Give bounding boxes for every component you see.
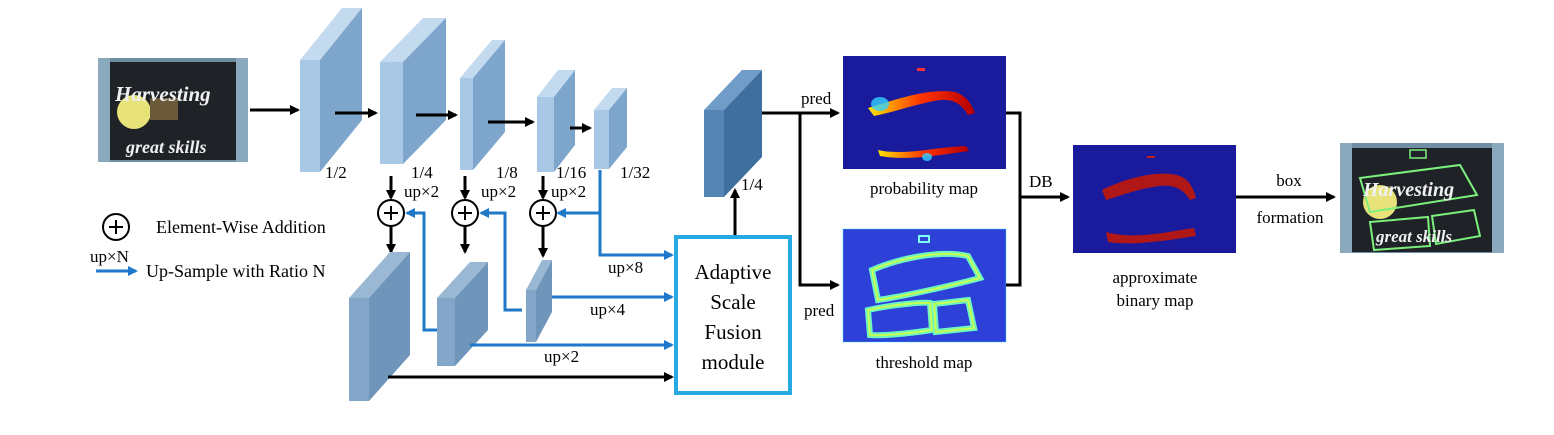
threshold-map-label: threshold map: [876, 353, 973, 372]
legend-upsample-label: Up-Sample with Ratio N: [146, 261, 325, 281]
fusion-module-line-2: Scale: [710, 290, 755, 314]
add-node-1: [377, 199, 405, 227]
threshold-map-image: [842, 228, 1007, 343]
fused-feature-map: [704, 70, 762, 197]
fusion-module-line-1: Adaptive: [695, 260, 772, 284]
output-image-word-2: great skills: [1375, 227, 1452, 246]
input-image-word-2: great skills: [125, 137, 207, 157]
scale-label-1-16: 1/16: [556, 163, 586, 182]
input-image: Harvesting great skills: [98, 58, 248, 162]
fusion-input-label-x8: up×8: [608, 258, 643, 277]
db-label: DB: [1029, 172, 1053, 191]
feature-map-1-2: [300, 8, 362, 172]
input-image-word-1: Harvesting: [114, 82, 211, 106]
output-image: Harvesting great skills: [1340, 143, 1504, 253]
feature-map-1-4: [380, 18, 446, 164]
approximate-binary-map-image: [1073, 145, 1236, 253]
add-node-3: [529, 199, 557, 227]
scale-label-1-4: 1/4: [411, 163, 433, 182]
upsample-arrow-p4-to-add2: [479, 208, 522, 312]
approximate-binary-map-label-1: approximate: [1113, 268, 1198, 287]
legend-addition-symbol: [102, 213, 130, 241]
upsample-arrow-x8-to-fusion: [598, 213, 674, 260]
legend: Element-Wise Addition up×N Up-Sample wit…: [90, 213, 326, 281]
scale-label-1-8: 1/8: [496, 163, 518, 182]
scale-label-1-2: 1/2: [325, 163, 347, 182]
pred-label-top: pred: [801, 89, 832, 108]
upsample-arrow-p3-to-add1: [405, 208, 437, 332]
add-node-2: [451, 199, 479, 227]
upsample-label-c: up×2: [551, 182, 586, 201]
legend-upsample-symbol: up×N: [90, 247, 129, 266]
fused-scale-label: 1/4: [741, 175, 763, 194]
fusion-input-label-x4: up×4: [590, 300, 626, 319]
approximate-binary-map-label-2: binary map: [1117, 291, 1194, 310]
output-image-word-1: Harvesting: [1362, 179, 1454, 201]
fpn-map-p2: [349, 252, 410, 401]
box-formation-label-1: box: [1276, 171, 1302, 190]
box-formation-label-2: formation: [1256, 208, 1324, 227]
fusion-module-line-4: module: [702, 350, 765, 374]
probability-map-image: [843, 56, 1006, 169]
feature-map-1-32: [594, 88, 627, 169]
upsample-label-a: up×2: [404, 182, 439, 201]
feature-map-1-8: [460, 40, 505, 170]
fusion-input-label-x2: up×2: [544, 347, 579, 366]
feature-map-1-16: [537, 70, 575, 172]
fpn-map-p4: [526, 260, 552, 342]
probability-map-label: probability map: [870, 179, 978, 198]
scale-label-1-32: 1/32: [620, 163, 650, 182]
legend-addition-label: Element-Wise Addition: [156, 217, 326, 237]
fusion-module-line-3: Fusion: [704, 320, 762, 344]
adaptive-scale-fusion-module: Adaptive Scale Fusion module: [674, 235, 792, 395]
arrow-fused-to-threshold: [798, 113, 840, 290]
fpn-map-p3: [437, 262, 488, 366]
upsample-label-b: up×2: [481, 182, 516, 201]
pred-label-bottom: pred: [804, 301, 835, 320]
line-probability-to-db: [1006, 111, 1022, 287]
